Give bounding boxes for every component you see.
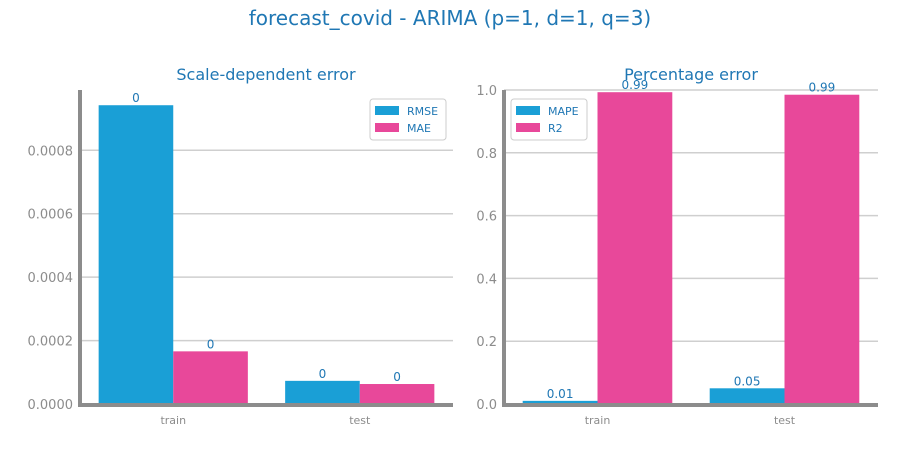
y-tick-labels: 0.0 0.2 0.4 0.6 0.8 1.0 — [476, 84, 497, 413]
legend: RMSE MAE — [369, 98, 447, 141]
legend-swatch-rmse — [375, 106, 399, 115]
legend-swatch-mae — [375, 123, 399, 132]
y-tick-label: 0.4 — [476, 272, 497, 287]
x-tick-label-test: test — [349, 414, 371, 427]
data-label-mape-train: 0.01 — [547, 387, 574, 401]
data-label-mape-test: 0.05 — [734, 374, 761, 388]
y-tick-label: 0.2 — [476, 335, 497, 350]
data-labels: 0 0 0 0 — [132, 91, 401, 384]
bar-mae-test — [359, 384, 435, 404]
x-tick-label-test: test — [774, 414, 796, 427]
legend: MAPE R2 — [510, 98, 588, 141]
chart-title: Scale-dependent error — [176, 65, 356, 84]
y-tick-label: 0.6 — [476, 210, 497, 225]
legend-label-rmse: RMSE — [407, 105, 438, 118]
y-tick-label: 0.0 — [476, 398, 497, 413]
bar-r2-test — [784, 94, 860, 405]
figure-title: forecast_covid - ARIMA (p=1, d=1, q=3) — [249, 6, 651, 30]
y-tick-label: 0.0008 — [28, 144, 74, 159]
y-tick-label: 0.0004 — [28, 271, 74, 286]
y-tick-label: 1.0 — [476, 84, 497, 99]
data-labels: 0.01 0.99 0.05 0.99 — [547, 78, 836, 401]
x-tick-labels: train test — [585, 414, 796, 427]
axes — [78, 90, 453, 407]
x-tick-label-train: train — [160, 414, 186, 427]
x-tick-label-train: train — [585, 414, 611, 427]
legend-label-mae: MAE — [407, 122, 431, 135]
y-tick-label: 0.0000 — [28, 398, 74, 413]
y-tick-label: 0.8 — [476, 147, 497, 162]
chart-scale-dependent-error: Scale-dependent error 0.0000 0.0002 0.0004… — [28, 65, 453, 427]
data-label-r2-train: 0.99 — [622, 78, 649, 92]
legend-swatch-mape — [516, 106, 540, 115]
bar-r2-train — [597, 92, 673, 404]
data-label-mae-train: 0 — [207, 337, 215, 351]
y-tick-labels: 0.0000 0.0002 0.0004 0.0006 0.0008 — [28, 144, 74, 413]
data-label-mae-test: 0 — [393, 370, 401, 384]
bars — [98, 105, 435, 404]
bars — [522, 92, 860, 405]
chart-title: Percentage error — [624, 65, 758, 84]
y-tick-label: 0.0006 — [28, 208, 74, 223]
legend-label-r2: R2 — [548, 122, 563, 135]
y-tick-label: 0.0002 — [28, 335, 74, 350]
legend-label-mape: MAPE — [548, 105, 579, 118]
bar-mape-test — [709, 388, 785, 404]
data-label-rmse-test: 0 — [319, 367, 327, 381]
axes — [502, 90, 878, 407]
x-tick-labels: train test — [160, 414, 371, 427]
bar-rmse-test — [285, 380, 360, 404]
bar-rmse-train — [98, 105, 174, 404]
bar-mape-train — [522, 400, 598, 404]
bar-mae-train — [173, 351, 248, 404]
chart-percentage-error: Percentage error 0.0 0.2 0.4 0.6 0.8 1.0 0.01… — [476, 65, 878, 427]
legend-swatch-r2 — [516, 123, 540, 132]
data-label-r2-test: 0.99 — [809, 81, 836, 95]
data-label-rmse-train: 0 — [132, 91, 140, 105]
